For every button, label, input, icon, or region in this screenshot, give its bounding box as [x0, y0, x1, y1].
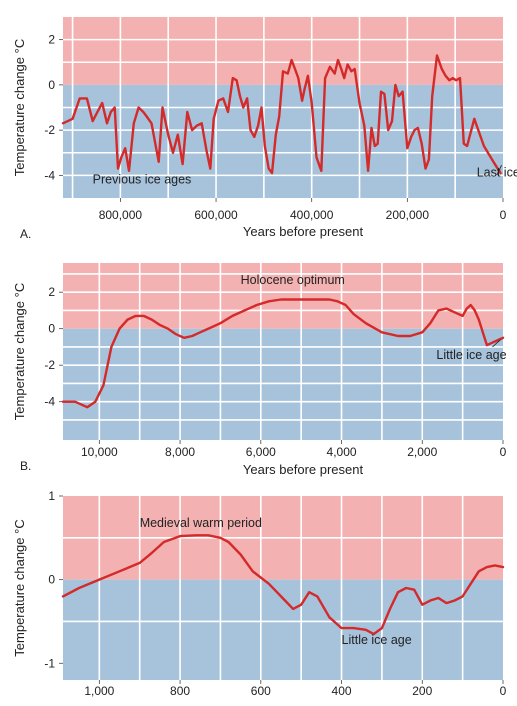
x-tick-label: 4,000 [327, 445, 357, 459]
y-tick-label: -2 [44, 358, 55, 372]
temperature-series-line [61, 298, 505, 409]
panel-label: A. [20, 227, 31, 241]
y-tick-label: -4 [44, 168, 55, 182]
y-tick-label: 1 [48, 489, 55, 503]
x-tick-label: 8,000 [165, 445, 195, 459]
chart-panel-1: 2 0 -2 -4 800,000 600,000 400,000 200,000 0 Tempe… [12, 17, 517, 241]
annotation-label: Last ice age [477, 166, 517, 180]
x-tick-label: 800,000 [99, 208, 143, 222]
y-tick-label: 0 [48, 78, 55, 92]
x-tick-label: 0 [500, 684, 507, 698]
annotation-label: Little ice age [342, 633, 412, 647]
x-axis-label: Years before present [243, 224, 364, 239]
panel-label: B. [20, 459, 31, 473]
y-tick-label: 2 [48, 285, 55, 299]
x-axis-label: Years before present [243, 462, 364, 477]
y-tick-label: -1 [44, 656, 55, 670]
x-tick-label: 10,000 [81, 445, 118, 459]
x-tick-label: 600 [251, 684, 271, 698]
y-axis-label: Temperature change °C [12, 283, 27, 420]
y-tick-label: 2 [48, 33, 55, 47]
y-axis-label: Temperature change °C [12, 519, 27, 656]
annotation-label: Holocene optimum [241, 273, 345, 287]
x-tick-label: 400 [332, 684, 352, 698]
y-tick-label: 0 [48, 322, 55, 336]
annotation-pointer [492, 339, 501, 348]
x-tick-label: 400,000 [290, 208, 334, 222]
chart-panel-2: 2 0 -2 -4 10,000 8,000 6,000 4,000 2,000 0 Tempera… [12, 263, 507, 477]
y-tick-label: -2 [44, 123, 55, 137]
x-tick-label: 2,000 [407, 445, 437, 459]
annotation-label: Previous ice ages [93, 172, 192, 186]
x-tick-label: 6,000 [246, 445, 276, 459]
x-tick-label: 0 [500, 445, 507, 459]
y-tick-label: 0 [48, 573, 55, 587]
chart-panel-3: 1 0 -1 1,000 800 600 400 200 0 Temperature change… [12, 489, 507, 698]
x-tick-label: 200 [412, 684, 432, 698]
x-tick-label: 0 [500, 208, 507, 222]
temperature-series-line [61, 534, 505, 636]
y-axis-label: Temperature change °C [12, 39, 27, 176]
x-tick-label: 800 [170, 684, 190, 698]
annotation-pointer [496, 164, 503, 176]
cool-band [63, 328, 503, 440]
cool-band [63, 579, 503, 680]
x-tick-label: 200,000 [386, 208, 430, 222]
x-tick-label: 1,000 [84, 684, 114, 698]
annotation-label: Medieval warm period [140, 516, 262, 530]
x-tick-label: 600,000 [194, 208, 238, 222]
temperature-series-line [61, 54, 502, 175]
y-tick-label: -4 [44, 395, 55, 409]
annotation-label: Little ice age [436, 348, 506, 362]
